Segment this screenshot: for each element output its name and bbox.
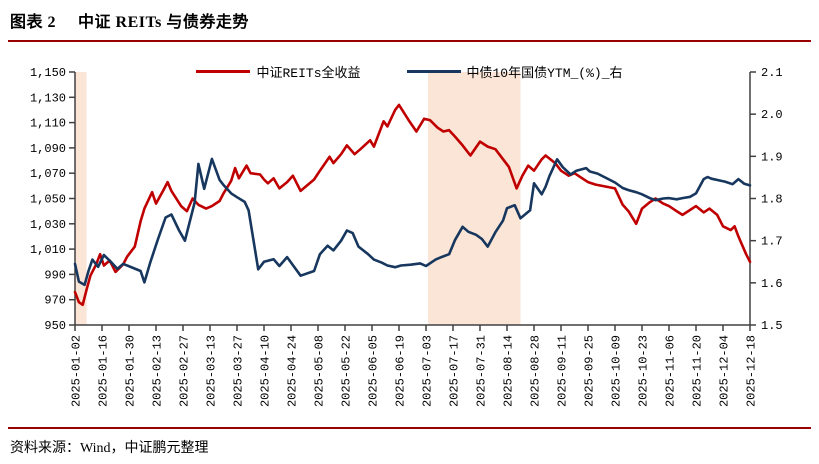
figure-title: 图表 2 中证 REITs 与债券走势: [10, 8, 249, 32]
left-axis-tick-label: 1,150: [30, 66, 66, 80]
x-axis-tick-label: 2025-12-04: [718, 335, 732, 407]
x-axis-tick-label: 2025-01-30: [124, 335, 138, 407]
left-axis-tick-label: 950: [44, 319, 66, 333]
x-axis-tick-label: 2025-04-10: [259, 335, 273, 407]
reits-bond-line-chart: 1,150 1,130 1,110 1,090 1,070 1,050 1,030 1,010…: [30, 66, 783, 407]
x-axis-tick-label: 2025-05-22: [340, 335, 354, 407]
x-axis-tick-label: 2025-10-09: [610, 335, 624, 407]
legend-label-reits: 中证REITs全收益: [256, 66, 361, 81]
x-axis-tick-label: 2025-01-02: [70, 335, 84, 407]
x-axis-tick-label: 2025-10-23: [637, 335, 651, 407]
legend-label-bond-ytm: 中债10年国债YTM_(%)_右: [466, 66, 623, 81]
x-axis-tick-label: 2025-11-20: [691, 335, 705, 407]
x-axis-tick-label: 2025-07-03: [421, 335, 435, 407]
left-axis-tick-label: 1,050: [30, 193, 66, 207]
x-axis-tick-label: 2025-03-27: [232, 335, 246, 407]
x-axis-tick-label: 2025-11-06: [664, 335, 678, 407]
x-axis-tick-label: 2025-07-17: [448, 335, 462, 407]
figure-title-text: 中证 REITs 与债券走势: [78, 14, 249, 31]
x-axis-tick-label: 2025-08-28: [529, 335, 543, 407]
legend-item-bond-ytm: 中债10年国债YTM_(%)_右: [406, 62, 623, 81]
x-axis-tick-label: 2025-07-31: [475, 335, 489, 407]
right-axis-tick-label: 1.6: [761, 277, 783, 291]
footer-divider-rule: [8, 427, 811, 429]
chart-legend: 中证REITs全收益 中债10年国债YTM_(%)_右: [0, 62, 819, 81]
left-axis-tick-label: 1,030: [30, 218, 66, 232]
axes: 1,150 1,130 1,110 1,090 1,070 1,050 1,030 1,010…: [30, 66, 783, 407]
legend-item-reits: 中证REITs全收益: [196, 62, 361, 81]
title-divider-rule: [8, 40, 811, 42]
x-axis-tick-label: 2025-05-08: [313, 335, 327, 407]
left-axis-tick-label: 990: [44, 268, 66, 282]
left-axis-tick-label: 1,010: [30, 243, 66, 257]
right-axis-tick-label: 2.1: [761, 66, 783, 80]
x-axis-tick-label: 2025-03-13: [205, 335, 219, 407]
left-axis-tick-label: 1,070: [30, 167, 66, 181]
x-axis-tick-label: 2025-08-14: [502, 335, 516, 407]
right-axis-tick-label: 2.0: [761, 108, 783, 122]
x-axis-tick-label: 2025-04-24: [286, 335, 300, 407]
highlight-bands: [75, 72, 521, 325]
x-axis-tick-label: 2025-06-05: [367, 335, 381, 407]
x-axis-tick-label: 2025-02-27: [178, 335, 192, 407]
x-axis-tick-label: 2025-01-16: [97, 335, 111, 407]
reits-total-return-line: [73, 103, 752, 307]
left-axis-tick-label: 1,130: [30, 91, 66, 105]
bond-10y-ytm-line: [73, 157, 752, 287]
right-axis-tick-label: 1.8: [761, 193, 783, 207]
bond-line-swatch: [406, 70, 461, 73]
x-axis-tick-label: 2025-09-25: [583, 335, 597, 407]
right-axis-tick-label: 1.9: [761, 150, 783, 164]
data-source-note: 资料来源：Wind，中证鹏元整理: [10, 441, 209, 456]
x-axis-tick-label: 2025-02-13: [151, 335, 165, 407]
left-axis-tick-label: 970: [44, 294, 66, 308]
highlight-band: [427, 72, 521, 325]
right-axis-tick-label: 1.5: [761, 319, 783, 333]
reits-line-swatch: [196, 70, 251, 73]
x-axis-tick-label: 2025-12-18: [745, 335, 759, 407]
x-axis-tick-label: 2025-06-19: [394, 335, 408, 407]
highlight-band: [75, 72, 87, 325]
right-axis-tick-label: 1.7: [761, 235, 783, 249]
left-axis-tick-label: 1,090: [30, 142, 66, 156]
x-axis-tick-label: 2025-09-11: [556, 335, 570, 407]
left-axis-tick-label: 1,110: [30, 117, 66, 131]
figure-number-label: 图表 2: [10, 14, 57, 31]
